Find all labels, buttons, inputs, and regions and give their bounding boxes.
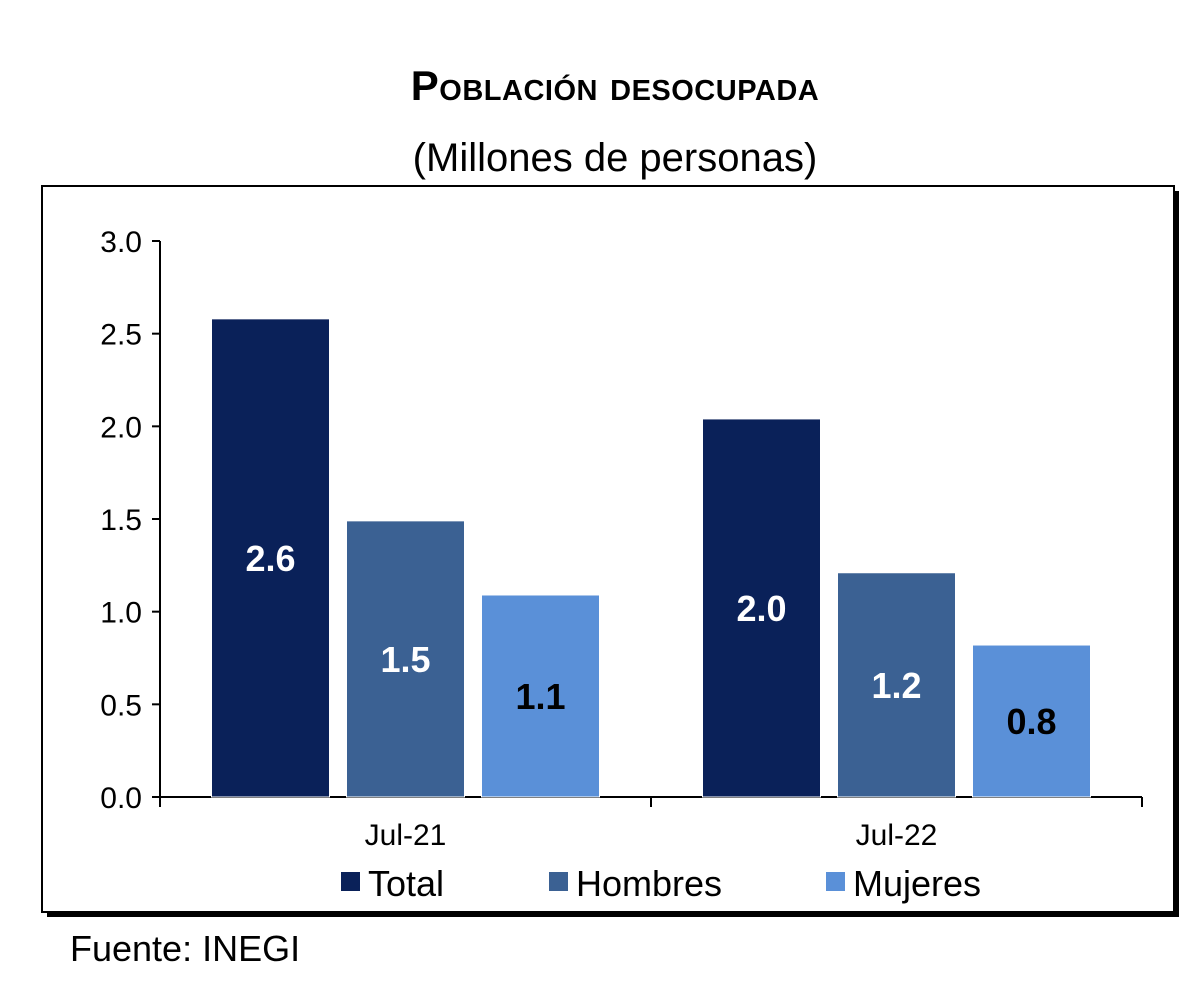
y-tick-label: 0.0 bbox=[100, 782, 142, 815]
legend-label-mujeres: Mujeres bbox=[853, 863, 981, 904]
data-label: 0.8 bbox=[1006, 701, 1056, 742]
legend-swatch-hombres bbox=[549, 872, 568, 891]
legend-label-hombres: Hombres bbox=[576, 863, 722, 904]
data-label: 2.6 bbox=[245, 538, 295, 579]
y-tick-label: 1.5 bbox=[100, 504, 142, 537]
bar-hombres-jul-21 bbox=[346, 520, 465, 798]
data-label: 1.2 bbox=[871, 665, 921, 706]
bar-mujeres-jul-21 bbox=[481, 594, 600, 798]
legend-swatch-total bbox=[341, 872, 360, 891]
x-category-label: Jul-21 bbox=[365, 819, 447, 852]
data-label: 1.5 bbox=[380, 639, 430, 680]
y-tick-label: 3.0 bbox=[100, 226, 142, 259]
bar-hombres-jul-22 bbox=[837, 572, 956, 798]
legend-swatch-mujeres bbox=[826, 872, 845, 891]
x-category-label: Jul-22 bbox=[856, 819, 938, 852]
source-note: Fuente: INEGI bbox=[70, 928, 301, 969]
y-tick-label: 0.5 bbox=[100, 689, 142, 722]
y-tick-label: 1.0 bbox=[100, 597, 142, 630]
legend-label-total: Total bbox=[368, 863, 444, 904]
y-tick-label: 2.5 bbox=[100, 319, 142, 352]
bar-mujeres-jul-22 bbox=[972, 644, 1091, 798]
chart-title: Población desocupada bbox=[410, 62, 820, 109]
bar-total-jul-21 bbox=[211, 318, 330, 798]
y-tick-label: 2.0 bbox=[100, 411, 142, 444]
data-label: 2.0 bbox=[736, 588, 786, 629]
data-label: 1.1 bbox=[515, 676, 565, 717]
bar-total-jul-22 bbox=[702, 418, 821, 798]
chart-subtitle: (Millones de personas) bbox=[412, 136, 818, 180]
